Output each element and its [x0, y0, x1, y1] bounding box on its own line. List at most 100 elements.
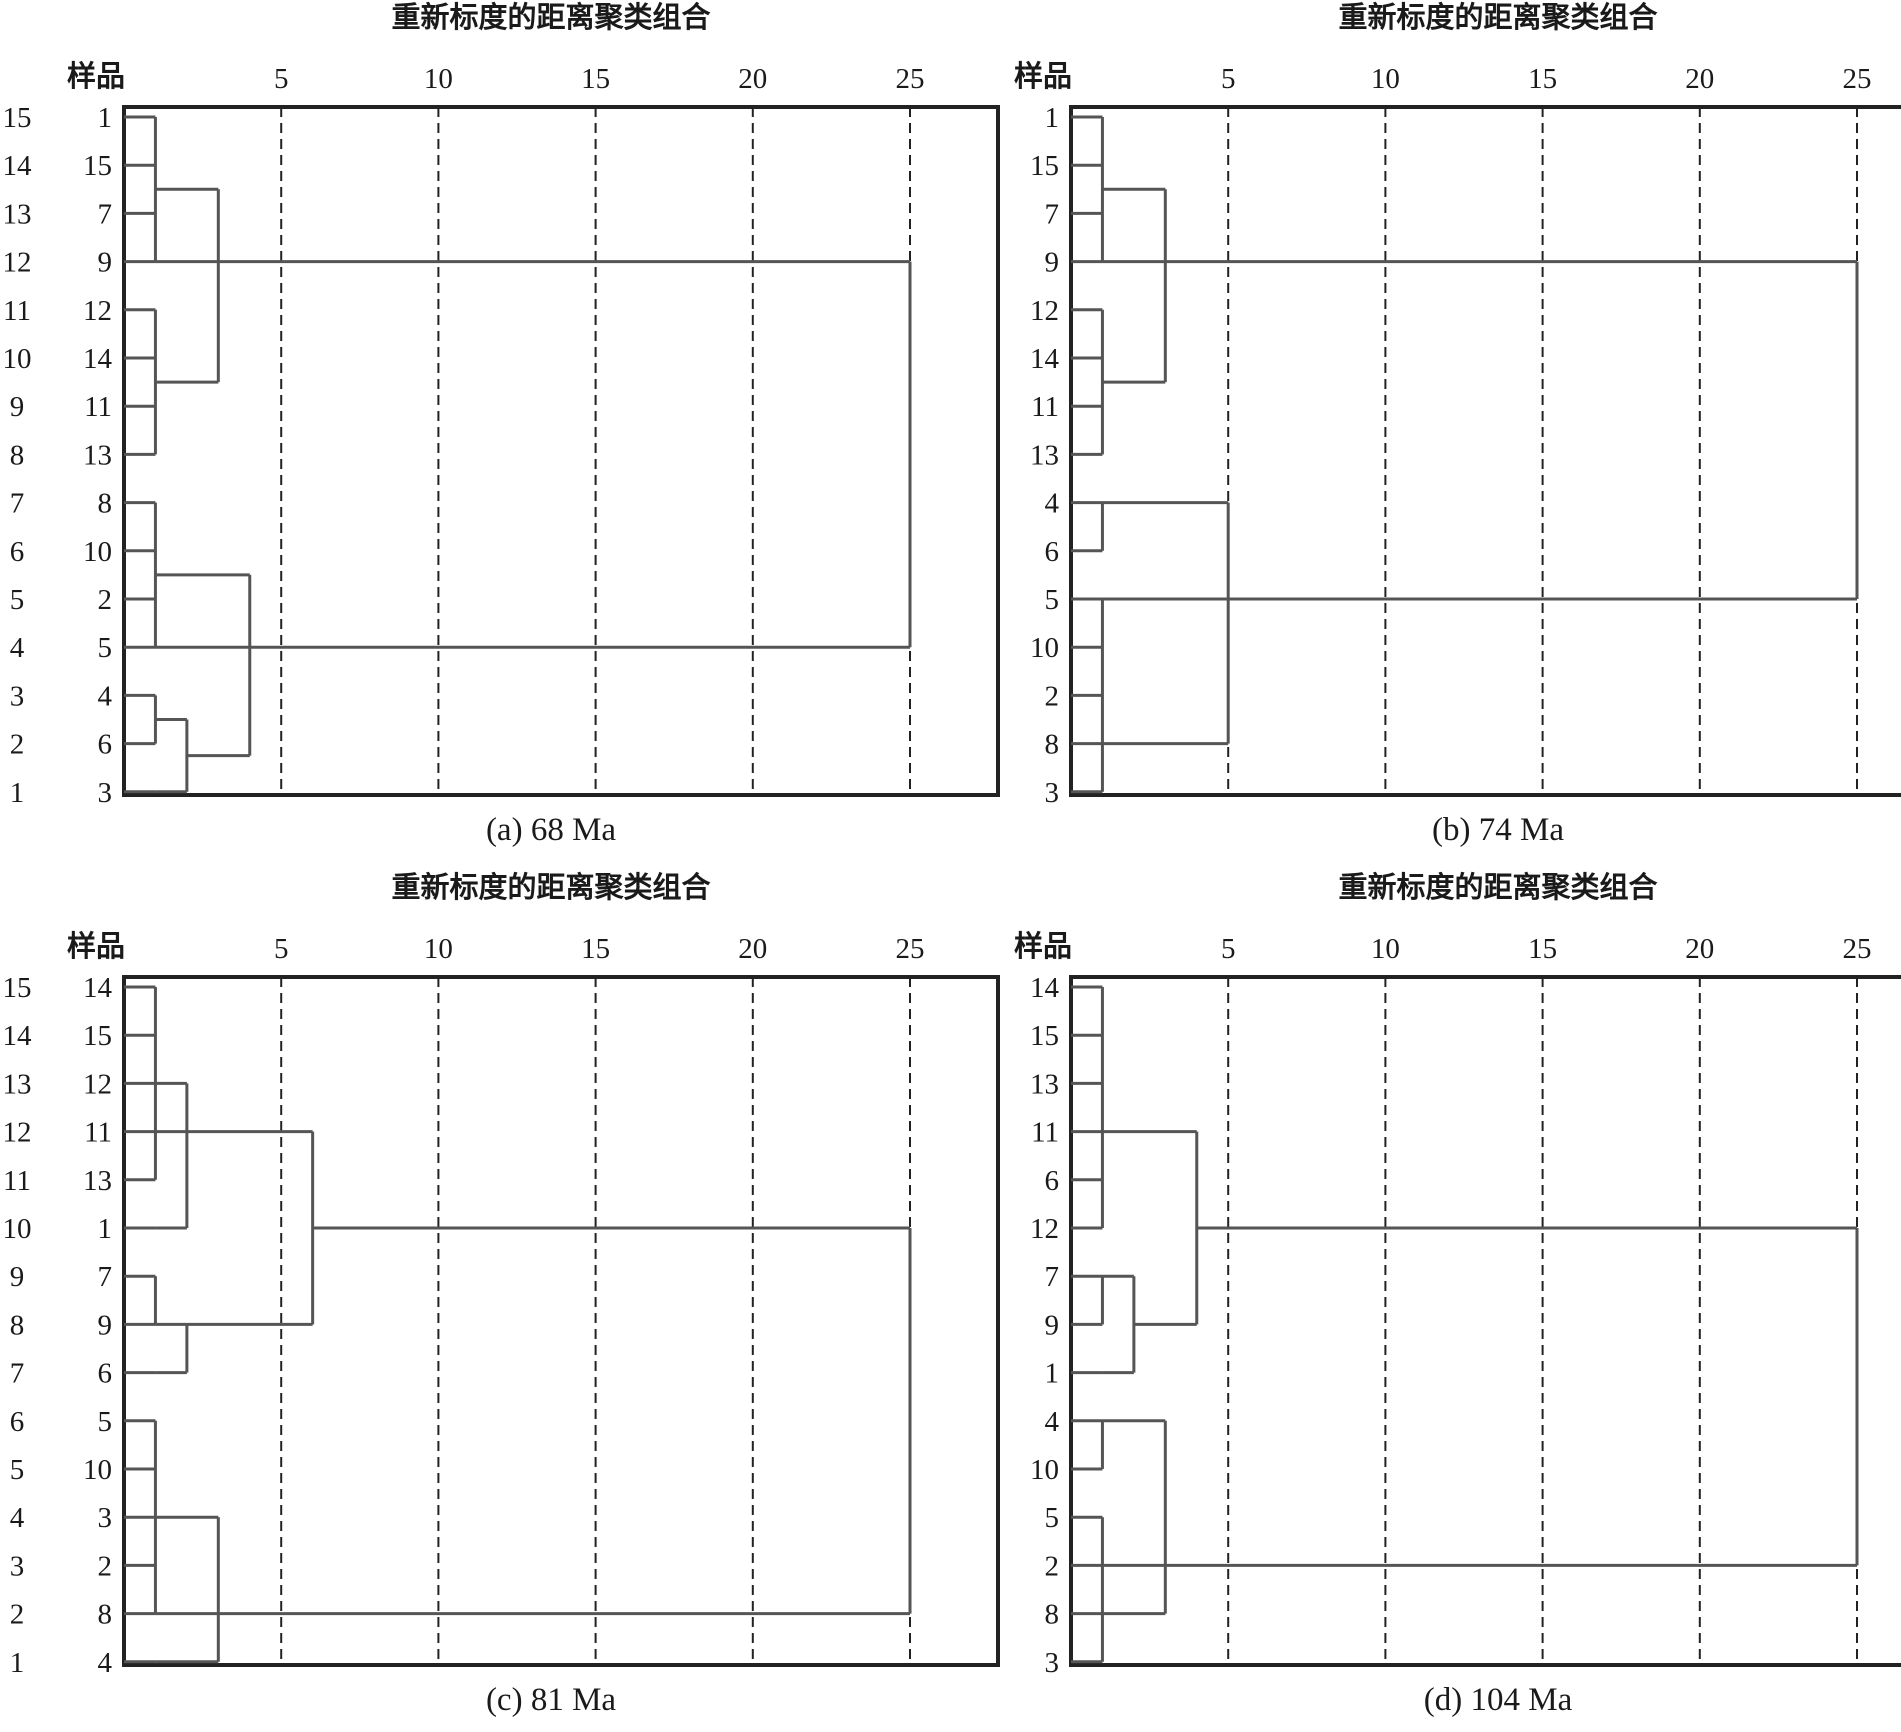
leaf-label: 2 [1045, 1550, 1060, 1582]
y-axis-header: 样品 [67, 59, 125, 93]
x-tick-label: 15 [581, 63, 610, 95]
x-tick-label: 5 [1221, 933, 1236, 965]
row-number: 5 [10, 1454, 25, 1486]
plot-frame [1069, 975, 1901, 1667]
chart-title: 重新标度的距离聚类组合 [1338, 870, 1657, 904]
leaf-label: 3 [98, 1502, 113, 1534]
leaf-label: 9 [1045, 247, 1060, 279]
row-number: 3 [10, 1550, 25, 1582]
row-number: 1 [10, 777, 25, 809]
leaf-label: 4 [98, 680, 113, 712]
chart-title: 重新标度的距离聚类组合 [391, 870, 710, 904]
row-number: 11 [3, 295, 31, 327]
row-number: 5 [10, 584, 25, 616]
row-number: 7 [10, 488, 25, 520]
leaf-label: 4 [98, 1647, 113, 1679]
panel-caption: (c) 81 Ma [486, 1682, 616, 1718]
leaf-label: 6 [1045, 536, 1060, 568]
plot-frame [122, 975, 1000, 1667]
row-number: 11 [3, 1165, 31, 1197]
x-tick-label: 20 [738, 63, 767, 95]
row-number: 13 [3, 198, 32, 230]
row-number: 10 [3, 1213, 32, 1245]
panel-caption: (a) 68 Ma [486, 812, 616, 848]
leaf-label: 7 [98, 1261, 113, 1293]
leaf-label: 15 [83, 150, 112, 182]
leaf-label: 13 [1030, 1068, 1059, 1100]
leaf-label: 2 [98, 1550, 113, 1582]
leaf-label: 2 [1045, 680, 1060, 712]
chart-title: 重新标度的距离聚类组合 [1338, 0, 1657, 34]
plot-frame [122, 105, 1000, 797]
leaf-label: 1 [1045, 1358, 1060, 1390]
leaf-label: 1 [1045, 102, 1060, 134]
leaf-label: 5 [98, 1406, 113, 1438]
leaf-label: 11 [1031, 1117, 1059, 1149]
leaf-label: 11 [1031, 391, 1059, 423]
row-number: 14 [3, 1020, 33, 1052]
x-tick-label: 15 [1528, 63, 1557, 95]
x-tick-label: 5 [274, 63, 289, 95]
row-number: 15 [3, 972, 32, 1004]
x-tick-label: 10 [424, 63, 453, 95]
row-number: 15 [3, 102, 32, 134]
leaf-label: 8 [98, 1599, 113, 1631]
leaf-label: 6 [1045, 1165, 1060, 1197]
leaf-label: 8 [1045, 1599, 1060, 1631]
x-tick-label: 20 [738, 933, 767, 965]
leaf-label: 13 [83, 439, 112, 471]
row-number: 9 [10, 1261, 25, 1293]
plot-frame [1069, 105, 1901, 797]
leaf-label: 4 [1045, 1406, 1060, 1438]
row-number: 2 [10, 729, 25, 761]
leaf-label: 7 [98, 198, 113, 230]
y-axis-header: 样品 [1014, 929, 1072, 963]
row-number: 12 [3, 247, 32, 279]
leaf-label: 14 [1030, 972, 1060, 1004]
row-number: 6 [10, 536, 25, 568]
leaf-label: 3 [1045, 1647, 1060, 1679]
leaf-label: 3 [98, 777, 113, 809]
panel-caption: (b) 74 Ma [1432, 812, 1564, 848]
leaf-label: 9 [98, 1309, 113, 1341]
x-tick-label: 5 [1221, 63, 1236, 95]
leaf-label: 15 [1030, 150, 1059, 182]
y-axis-header: 样品 [67, 929, 125, 963]
leaf-label: 8 [1045, 729, 1060, 761]
x-tick-label: 15 [581, 933, 610, 965]
leaf-label: 12 [1030, 295, 1059, 327]
leaf-label: 6 [98, 1358, 113, 1390]
leaf-label: 9 [1045, 1309, 1060, 1341]
leaf-label: 13 [1030, 439, 1059, 471]
row-number: 6 [10, 1406, 25, 1438]
row-number: 4 [10, 1502, 25, 1534]
leaf-label: 5 [98, 632, 113, 664]
x-tick-label: 15 [1528, 933, 1557, 965]
x-tick-label: 25 [1843, 933, 1872, 965]
leaf-label: 11 [84, 391, 112, 423]
leaf-label: 14 [83, 343, 113, 375]
x-tick-label: 20 [1685, 933, 1714, 965]
leaf-label: 12 [1030, 1213, 1059, 1245]
x-tick-label: 10 [1371, 933, 1400, 965]
row-number: 12 [3, 1117, 32, 1149]
leaf-label: 10 [1030, 1454, 1059, 1486]
leaf-label: 7 [1045, 1261, 1060, 1293]
x-tick-label: 25 [896, 63, 925, 95]
leaf-label: 8 [98, 488, 113, 520]
leaf-label: 5 [1045, 1502, 1060, 1534]
leaf-label: 12 [83, 1068, 112, 1100]
x-tick-label: 10 [1371, 63, 1400, 95]
leaf-label: 1 [98, 102, 113, 134]
panel-caption: (d) 104 Ma [1424, 1682, 1573, 1718]
x-tick-label: 25 [896, 933, 925, 965]
leaf-label: 7 [1045, 198, 1060, 230]
leaf-label: 1 [98, 1213, 113, 1245]
leaf-label: 10 [1030, 632, 1059, 664]
row-number: 3 [10, 680, 25, 712]
row-number: 4 [10, 632, 25, 664]
